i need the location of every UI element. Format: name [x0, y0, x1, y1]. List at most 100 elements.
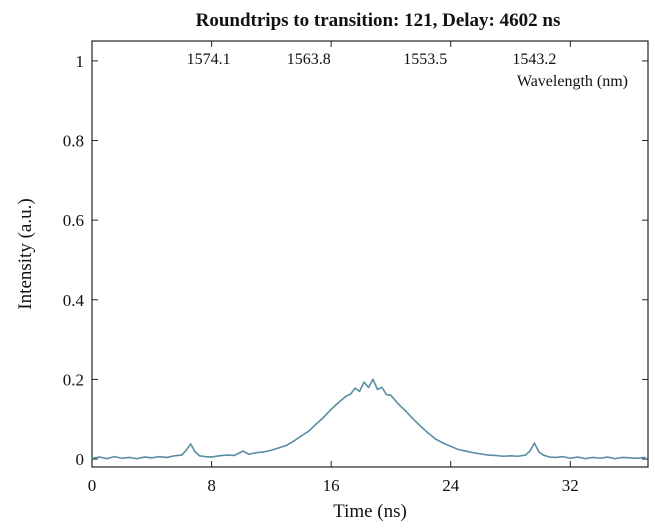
series-point	[278, 447, 280, 449]
series-point	[464, 450, 467, 452]
series-point	[285, 444, 288, 447]
series-point	[158, 455, 161, 458]
series-point	[542, 454, 545, 456]
y-tick-label: 0.8	[63, 132, 84, 151]
series-point	[524, 454, 527, 456]
series-point	[509, 455, 512, 457]
series-point	[397, 403, 400, 405]
series-point	[185, 449, 187, 452]
series-point	[98, 456, 101, 458]
series-point	[349, 393, 352, 395]
series-point	[494, 454, 497, 457]
series-point	[381, 386, 383, 389]
x-tick-label: 0	[88, 476, 97, 495]
top-tick-label: 1574.1	[187, 51, 231, 68]
x-tick-label: 24	[442, 476, 460, 495]
y-tick-label: 0	[76, 450, 85, 469]
series-point	[363, 381, 365, 384]
series-point	[562, 455, 564, 458]
series-point	[248, 453, 250, 456]
series-point	[372, 378, 374, 381]
series-point	[529, 450, 531, 452]
series-point	[307, 430, 310, 432]
series-point	[358, 390, 361, 393]
y-tick-label: 0.4	[63, 291, 85, 310]
series-point	[554, 456, 557, 459]
series-point	[576, 456, 579, 458]
series-point	[150, 457, 153, 459]
y-axis-ticks: 0 0.2 0.4 0.6 0.8 1	[63, 52, 648, 469]
series-point	[449, 445, 452, 448]
series-point	[538, 451, 540, 453]
x-tick-label: 16	[323, 476, 340, 495]
series-point	[427, 432, 430, 434]
series-point	[584, 457, 587, 460]
series-point	[225, 454, 228, 456]
series-point	[263, 451, 265, 453]
series-point	[330, 408, 332, 411]
series-point	[345, 395, 347, 397]
series-point	[165, 456, 168, 459]
series-point	[405, 410, 407, 413]
series-point	[472, 451, 474, 454]
top-wavelength-axis: 1574.1 1563.8 1553.5 1543.2	[187, 51, 557, 68]
x-axis-title: Time (ns)	[333, 501, 407, 522]
series-point	[434, 438, 437, 440]
series-point	[644, 456, 646, 459]
series-point	[233, 454, 235, 457]
top-tick-label: 1563.8	[287, 51, 331, 68]
series-line	[91, 378, 646, 460]
y-axis-title: Intensity (a.u.)	[15, 198, 36, 309]
series-point	[442, 442, 445, 444]
series-point	[548, 456, 551, 458]
series-point	[91, 457, 93, 460]
x-tick-label: 8	[207, 476, 216, 495]
x-tick-label: 32	[562, 476, 579, 495]
top-axis-title: Wavelength (nm)	[517, 73, 628, 90]
x-axis-ticks: 0 8 16 24 32	[88, 41, 579, 495]
series-point	[517, 455, 519, 458]
top-tick-label: 1553.5	[403, 51, 447, 68]
series-point	[591, 456, 594, 459]
series-point	[457, 448, 459, 451]
series-point	[502, 455, 504, 458]
series-point	[270, 449, 273, 452]
series-point	[292, 440, 295, 442]
series-point	[237, 452, 240, 455]
series-point	[599, 457, 601, 460]
series-point	[255, 451, 258, 454]
series-point	[367, 386, 370, 389]
series-point	[136, 457, 138, 460]
series-point	[300, 435, 303, 437]
series-point	[315, 423, 317, 425]
series-point	[420, 425, 422, 428]
series-point	[128, 456, 131, 459]
series-point	[376, 388, 379, 391]
series-point	[106, 457, 108, 460]
series-point	[189, 443, 192, 445]
series-point	[385, 393, 388, 396]
top-tick-label: 1543.2	[512, 51, 556, 68]
series-point	[479, 453, 482, 455]
series-point	[354, 387, 356, 389]
y-tick-label: 1	[76, 52, 85, 71]
series-point	[337, 401, 340, 404]
plot-area-frame	[91, 40, 649, 468]
series-point	[487, 454, 489, 456]
series-point	[210, 456, 213, 458]
series-point	[614, 457, 616, 460]
series-point	[569, 457, 572, 460]
series-point	[606, 456, 609, 458]
series-point	[198, 455, 201, 457]
series-point	[218, 455, 220, 457]
series-point	[204, 455, 207, 458]
chart-title: Roundtrips to transition: 121, Delay: 46…	[196, 10, 561, 31]
series-point	[390, 394, 392, 397]
series-layer	[91, 378, 646, 460]
series-point	[194, 451, 196, 453]
y-tick-label: 0.2	[63, 370, 84, 389]
series-point	[621, 456, 624, 459]
y-tick-label: 0.6	[63, 211, 84, 230]
